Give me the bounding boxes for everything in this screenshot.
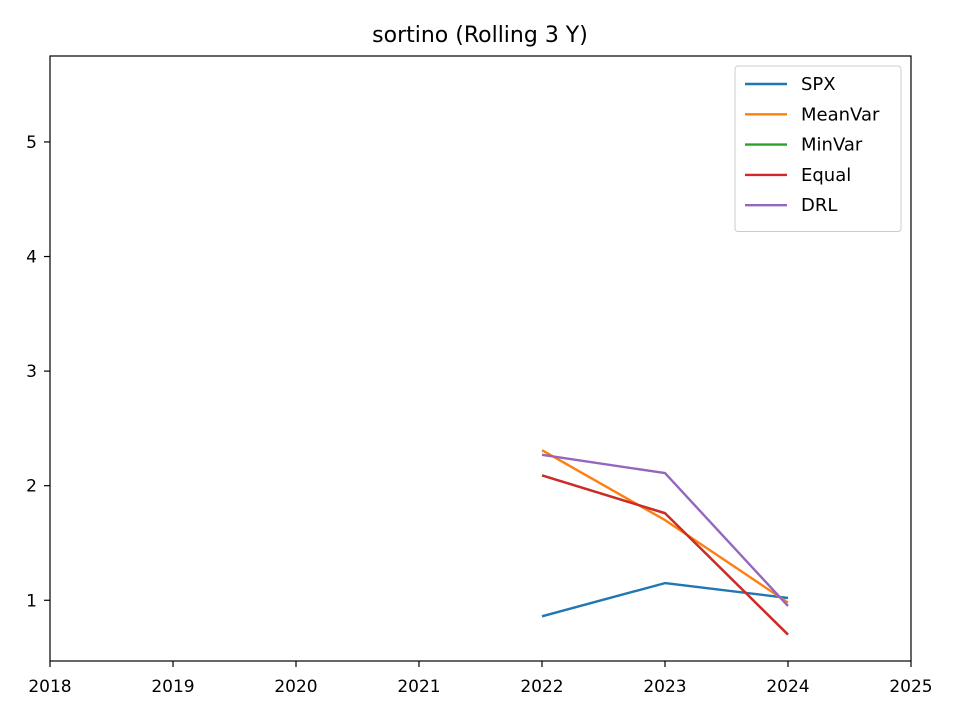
- legend-box: [734, 65, 902, 232]
- x-tick-label-2024: 2024: [766, 677, 809, 697]
- y-axis: 1 2 3 4 5: [26, 133, 50, 611]
- plot-area-frame: [49, 55, 912, 662]
- x-tick-label-2023: 2023: [643, 677, 686, 697]
- x-tick-label-2025: 2025: [889, 677, 932, 697]
- x-tick-label-2019: 2019: [151, 677, 194, 697]
- x-axis: 2018 2019 2020 2021 2022 2023 2024 2025: [28, 661, 933, 697]
- legend-label-drl: DRL: [801, 195, 837, 216]
- chart-title: sortino (Rolling 3 Y): [372, 23, 588, 48]
- y-tick-label-5: 5: [26, 133, 37, 153]
- series-line-equal: [541, 474, 789, 636]
- legend-label-equal: Equal: [801, 165, 851, 186]
- legend: SPX MeanVar MinVar Equal DRL: [734, 65, 902, 232]
- y-tick-label-1: 1: [26, 591, 37, 611]
- y-tick-label-3: 3: [26, 362, 37, 382]
- legend-label-minvar: MinVar: [801, 135, 863, 156]
- series-line-drl: [541, 453, 789, 607]
- legend-label-meanvar: MeanVar: [801, 104, 880, 125]
- series-layer: [541, 449, 789, 636]
- x-tick-label-2021: 2021: [397, 677, 440, 697]
- legend-label-spx: SPX: [801, 74, 836, 95]
- x-tick-label-2018: 2018: [28, 677, 71, 697]
- series-line-meanvar: [541, 449, 789, 604]
- x-tick-label-2020: 2020: [274, 677, 317, 697]
- y-tick-label-4: 4: [26, 248, 37, 268]
- y-tick-label-2: 2: [26, 477, 37, 497]
- x-tick-label-2022: 2022: [520, 677, 563, 697]
